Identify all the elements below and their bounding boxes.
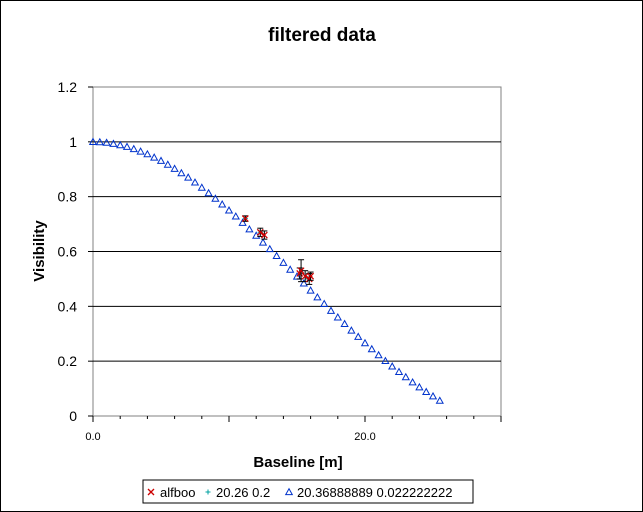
data-point-triangle bbox=[170, 164, 179, 172]
data-point-cross bbox=[260, 231, 268, 239]
y-tick-label: 0.2 bbox=[58, 353, 78, 369]
data-point-triangle bbox=[306, 286, 315, 294]
data-point-triangle bbox=[435, 396, 444, 404]
data-point-triangle bbox=[388, 362, 397, 370]
data-point-triangle bbox=[190, 178, 200, 186]
data-point-triangle bbox=[401, 372, 410, 381]
data-point-triangle bbox=[150, 153, 159, 161]
legend-entry-20-368: 20.36888889 0.022222222 bbox=[284, 485, 452, 500]
data-point-triangle bbox=[122, 142, 132, 150]
data-point-triangle bbox=[177, 168, 186, 177]
legend-entry-alfboo: alfboo bbox=[147, 485, 195, 500]
legend-swatch bbox=[147, 488, 155, 496]
data-point-triangle bbox=[272, 251, 281, 260]
data-point-triangle bbox=[422, 387, 431, 396]
legend-swatch bbox=[205, 489, 211, 495]
data-point-triangle bbox=[360, 338, 370, 347]
data-point-cross bbox=[307, 272, 315, 280]
data-point-triangle bbox=[415, 382, 424, 391]
data-point-triangle bbox=[156, 156, 166, 164]
data-point-triangle bbox=[279, 258, 288, 266]
legend-label: alfboo bbox=[160, 485, 195, 500]
legend-swatch bbox=[284, 487, 294, 496]
series-layer bbox=[88, 137, 444, 404]
data-point-triangle bbox=[265, 244, 274, 253]
y-tick-label: 1 bbox=[69, 134, 77, 150]
data-point-triangle bbox=[408, 377, 417, 386]
data-point-triangle bbox=[197, 183, 206, 191]
data-point-triangle bbox=[116, 140, 125, 149]
data-point-triangle bbox=[326, 306, 336, 314]
data-point-triangle bbox=[367, 344, 376, 353]
y-axis-ticks: 0 0.2 0.4 0.6 0.8 1 1.2 bbox=[58, 79, 93, 424]
data-point-triangle bbox=[95, 137, 104, 146]
data-point-cross bbox=[301, 272, 309, 280]
data-point-triangle bbox=[136, 147, 145, 155]
y-axis-label: Visibility bbox=[31, 220, 48, 282]
data-point-triangle bbox=[245, 224, 254, 233]
legend-marker-triangle-icon bbox=[284, 487, 294, 496]
data-point-triangle bbox=[102, 138, 111, 146]
grid-lines bbox=[93, 141, 501, 362]
chart-title: filtered data bbox=[268, 25, 376, 46]
y-tick-label: 0 bbox=[69, 408, 77, 424]
legend-entry-20-26: 20.26 0.2 bbox=[205, 485, 270, 500]
data-point-triangle bbox=[354, 332, 363, 340]
data-point-triangle bbox=[374, 350, 383, 359]
data-point-triangle bbox=[224, 206, 234, 214]
legend-label: 20.36888889 0.022222222 bbox=[297, 485, 452, 500]
data-point-cross bbox=[241, 215, 249, 223]
data-point-triangle bbox=[347, 326, 356, 334]
legend-box bbox=[142, 479, 474, 504]
data-point-triangle bbox=[109, 139, 118, 147]
data-point-triangle bbox=[320, 299, 329, 308]
data-point-triangle bbox=[381, 356, 390, 365]
data-point-triangle bbox=[340, 319, 349, 328]
data-point-triangle bbox=[184, 173, 193, 181]
data-point-triangle bbox=[231, 212, 240, 220]
data-point-triangle bbox=[258, 238, 268, 246]
data-point-triangle bbox=[143, 149, 152, 158]
legend-marker-plus-icon bbox=[205, 489, 211, 495]
legend-marker-x-icon bbox=[147, 488, 155, 496]
data-point-triangle bbox=[163, 160, 172, 168]
data-point-cross bbox=[256, 228, 264, 236]
data-point-triangle bbox=[286, 265, 295, 273]
data-point-triangle bbox=[218, 200, 227, 208]
data-point-triangle bbox=[129, 144, 138, 153]
data-point-triangle bbox=[313, 292, 322, 301]
data-point-triangle bbox=[204, 188, 213, 197]
x-axis-label: Baseline [m] bbox=[253, 454, 342, 471]
data-point-triangle bbox=[394, 367, 404, 375]
y-tick-label: 0.6 bbox=[58, 244, 78, 260]
x-tick-label: 20.0 bbox=[354, 431, 375, 443]
data-point-cross bbox=[297, 267, 305, 275]
legend-label: 20.26 0.2 bbox=[216, 485, 270, 500]
data-point-triangle bbox=[299, 278, 308, 287]
legend: alfboo 20.26 0.2 20.36888889 0.022222222 bbox=[142, 479, 474, 504]
x-axis-ticks: 0.0 20.0 bbox=[85, 416, 502, 443]
data-point-triangle bbox=[333, 312, 342, 321]
data-point-triangle bbox=[238, 218, 247, 226]
data-point-triangle bbox=[88, 137, 98, 145]
data-point-triangle bbox=[428, 391, 438, 400]
data-point-triangle bbox=[211, 194, 220, 202]
x-tick-label: 0.0 bbox=[85, 431, 100, 443]
y-tick-label: 1.2 bbox=[58, 79, 78, 95]
y-tick-label: 0.4 bbox=[58, 298, 78, 314]
y-tick-label: 0.8 bbox=[58, 189, 78, 205]
